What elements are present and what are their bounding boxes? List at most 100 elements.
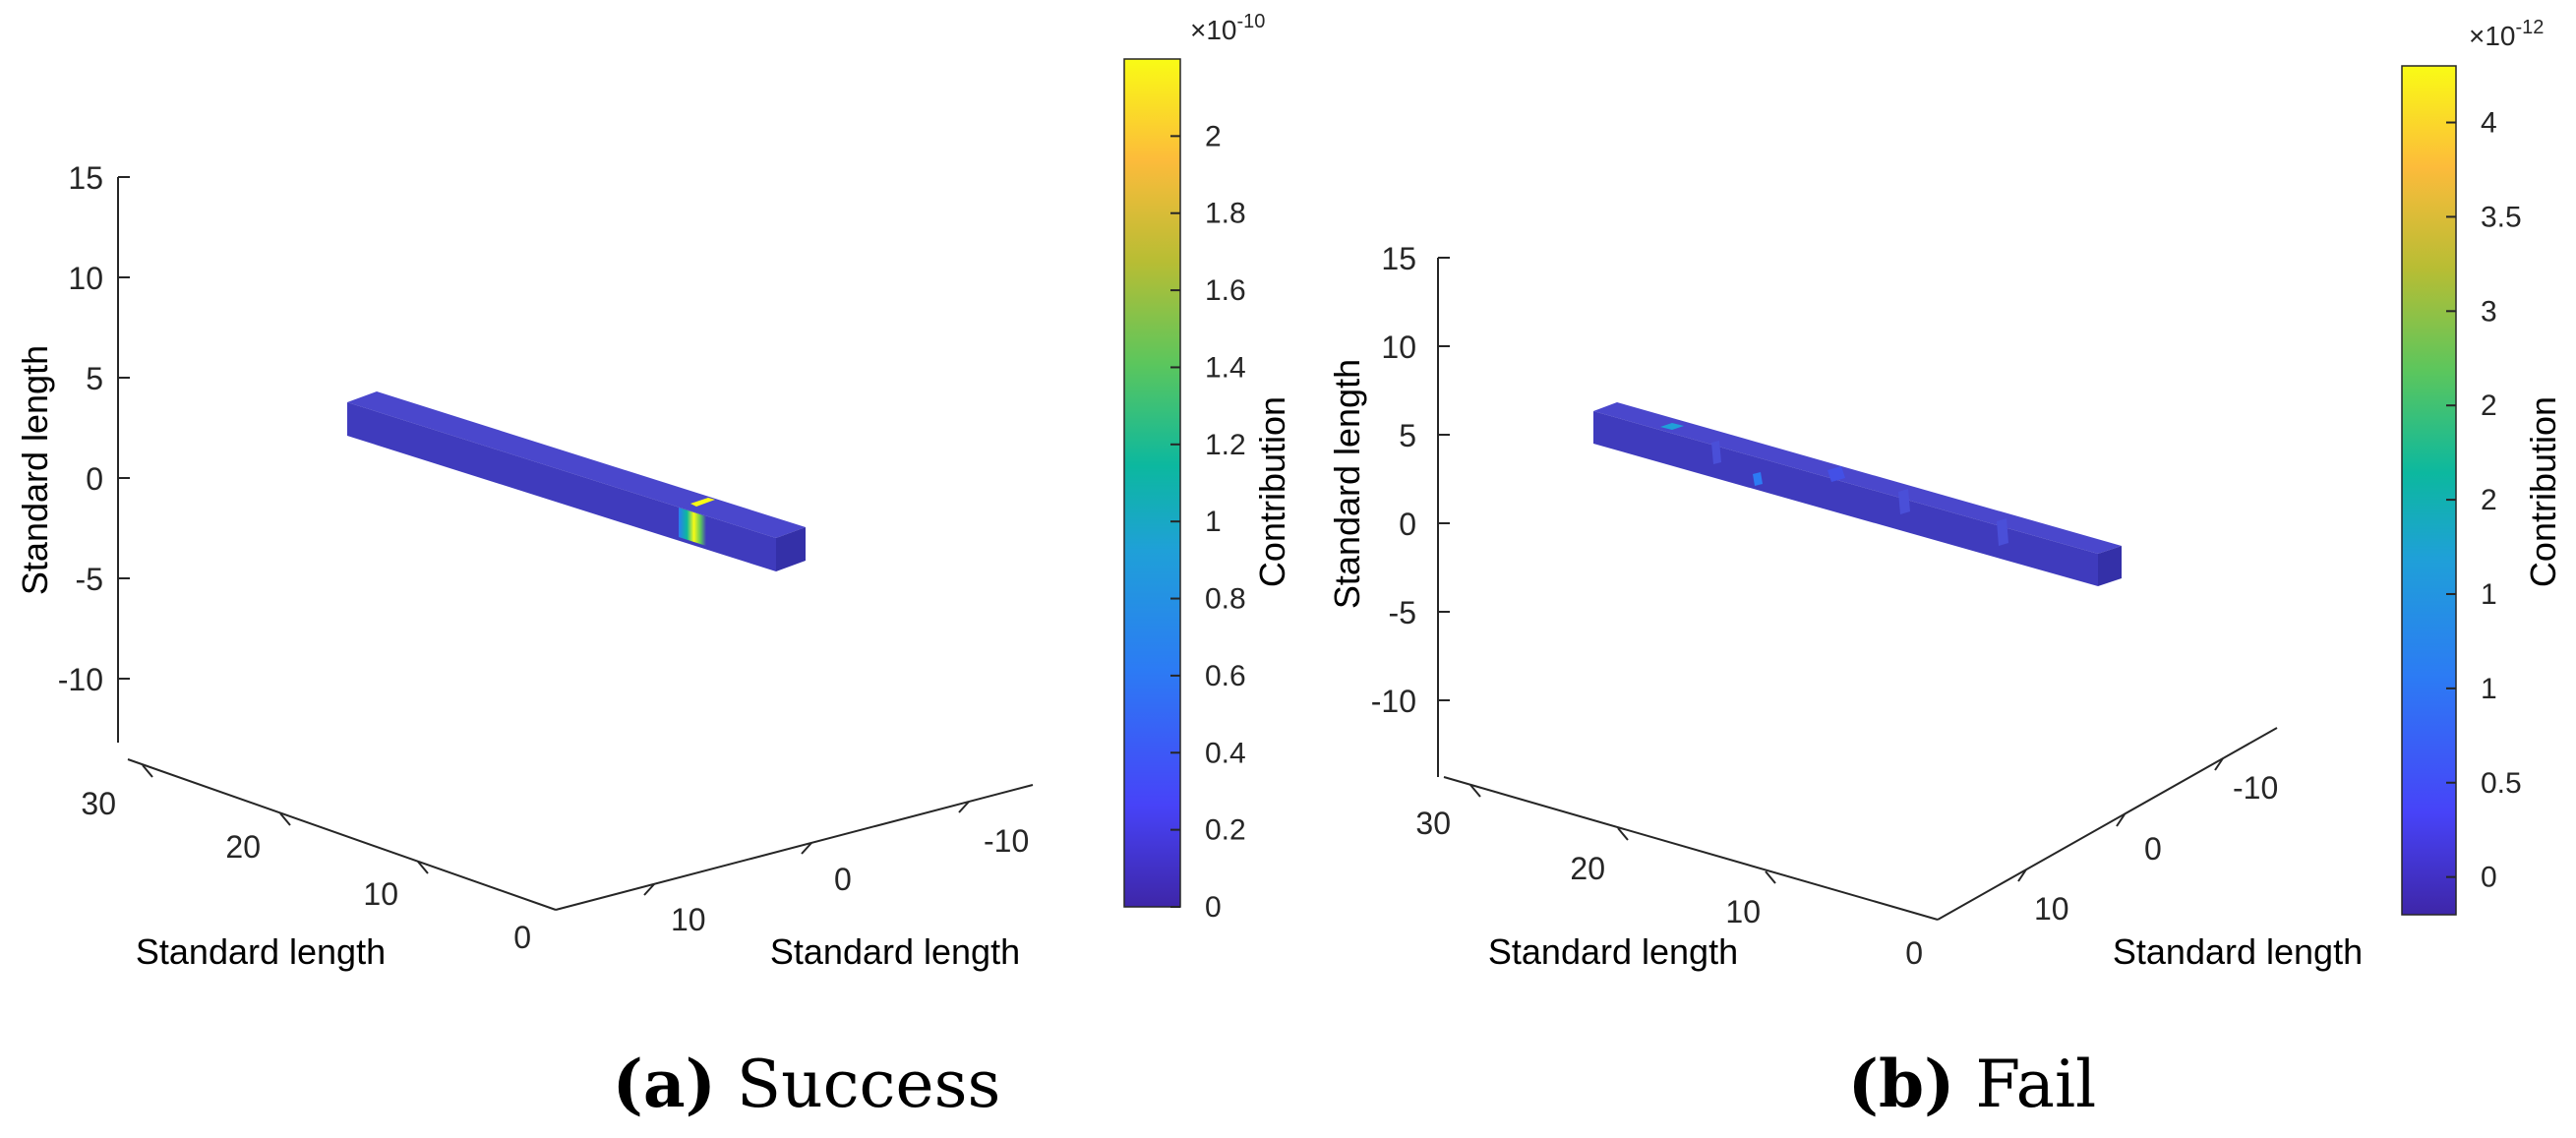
- colorbar-label: Contribution: [1252, 396, 1292, 587]
- surface-bar: [347, 391, 806, 571]
- z-tick-label: 15: [1381, 241, 1416, 276]
- colorbar-ticks: 2 1.8 1.6 1.4 1.2 1 0.8 0.6 0.4 0.2 0: [1170, 120, 1246, 924]
- colorbar: [2401, 65, 2457, 916]
- colorbar-tick-label: 0: [1205, 891, 1222, 924]
- colorbar-tick-label: 0.5: [2481, 767, 2522, 800]
- colorbar-tick-label: 3: [2481, 295, 2497, 328]
- hotspot: [1711, 441, 1721, 464]
- x-tick-label: 0: [834, 862, 852, 897]
- x-ticks: -10 0 10: [2017, 757, 2278, 927]
- x-tick-label: 0: [2144, 831, 2162, 867]
- colorbar-tick-label: 1: [2481, 578, 2497, 611]
- z-tick-label: 10: [1381, 329, 1416, 365]
- y-tick-mark: [1469, 784, 1481, 798]
- bar-front-face: [1593, 411, 2098, 586]
- z-tick-label: -5: [1389, 595, 1416, 630]
- x-tick-mark: [2017, 868, 2027, 882]
- colorbar-tick-label: 3.5: [2481, 201, 2522, 233]
- x-tick-label: -10: [984, 823, 1029, 859]
- colorbar-tick-label: 2: [2481, 484, 2497, 516]
- z-tick-label: -10: [58, 662, 103, 697]
- hotspot: [1660, 423, 1684, 430]
- y-tick-label: 0: [1905, 935, 1923, 971]
- y-tick-mark: [142, 764, 153, 778]
- x-ticks: -10 0 10: [643, 801, 1029, 937]
- colorbar-tick-label: 1.2: [1205, 429, 1246, 461]
- y-tick-label: 0: [513, 920, 531, 955]
- z-tick-label: 0: [86, 461, 103, 497]
- colorbar-tick-label: 1: [2481, 673, 2497, 705]
- y-axis-label: Standard length: [136, 931, 386, 972]
- x-tick-mark: [801, 842, 812, 855]
- caption: (b) Fail: [1848, 1046, 2096, 1122]
- colorbar-tick-label: 1.4: [1205, 351, 1246, 384]
- bar-front-face: [347, 402, 776, 571]
- z-ticks: 15 10 5 0 -5 -10: [58, 160, 130, 697]
- y-axis-label: Standard length: [1488, 931, 1738, 972]
- z-axis-label: Standard length: [15, 345, 55, 595]
- bar-end-face: [2098, 546, 2122, 586]
- y-tick-label: 30: [1415, 806, 1451, 841]
- y-tick-mark: [279, 812, 291, 826]
- panel-success: 15 10 5 0 -5 -10 Standard length 30 20 1…: [15, 11, 1292, 1122]
- x-axis-label: Standard length: [2113, 931, 2363, 972]
- bar-end-face: [776, 527, 806, 571]
- surface-bar: [1593, 402, 2122, 586]
- y-axis-line: [127, 758, 557, 911]
- y-ticks: 30 20 10 0: [81, 764, 531, 955]
- x-tick-label: 10: [2034, 891, 2069, 927]
- colorbar-tick-label: 0: [2481, 862, 2497, 894]
- colorbar-tick-label: 0.6: [1205, 660, 1246, 692]
- colorbar-tick-label: 0.2: [1205, 814, 1246, 847]
- z-tick-label: -10: [1371, 684, 1416, 719]
- hotspot: [1827, 466, 1845, 482]
- hotspot: [679, 508, 706, 546]
- z-axis-label: Standard length: [1327, 359, 1367, 609]
- y-ticks: 30 20 10 0: [1415, 784, 1923, 971]
- z-tick-label: -5: [76, 562, 103, 597]
- hotspot: [1753, 472, 1763, 486]
- colorbar-tick-label: 1: [1205, 506, 1222, 538]
- caption: (a) Success: [613, 1046, 1001, 1122]
- y-tick-label: 30: [81, 786, 116, 821]
- x-tick-mark: [958, 801, 970, 813]
- x-axis-label: Standard length: [770, 931, 1020, 972]
- colorbar-multiplier: ×10-10: [1190, 11, 1265, 45]
- colorbar-tick-label: 0.4: [1205, 737, 1246, 769]
- z-tick-label: 10: [68, 261, 103, 296]
- hotspot: [1898, 489, 1910, 514]
- z-ticks: 15 10 5 0 -5 -10: [1371, 241, 1450, 719]
- bar-top-face: [347, 391, 806, 538]
- x-tick-label: -10: [2233, 770, 2278, 806]
- y-tick-label: 20: [1570, 851, 1605, 886]
- x-tick-mark: [2116, 813, 2126, 827]
- z-tick-label: 0: [1399, 507, 1416, 542]
- colorbar: [1123, 58, 1181, 908]
- colorbar-tick-label: 0.8: [1205, 583, 1246, 616]
- x-tick-mark: [2214, 757, 2224, 771]
- hotspot-top: [690, 498, 715, 507]
- panel-fail: 15 10 5 0 -5 -10 Standard length 30 20 1…: [1327, 17, 2563, 1122]
- colorbar-label: Contribution: [2523, 396, 2563, 587]
- colorbar-tick-label: 1.6: [1205, 274, 1246, 307]
- hotspot: [1997, 518, 2008, 546]
- y-tick-mark: [1617, 827, 1629, 841]
- z-tick-label: 5: [86, 361, 103, 396]
- x-axis-line: [1937, 727, 2278, 921]
- z-tick-label: 5: [1399, 418, 1416, 453]
- colorbar-tick-label: 1.8: [1205, 198, 1246, 230]
- bar-top-face: [1593, 402, 2122, 554]
- y-tick-label: 10: [363, 876, 398, 912]
- y-tick-label: 10: [1725, 894, 1761, 929]
- colorbar-ticks: 4 3.5 3 2 2 1 1 0.5 0: [2446, 107, 2522, 894]
- y-tick-mark: [1765, 870, 1776, 884]
- y-axis-line: [1443, 776, 1939, 921]
- x-tick-label: 10: [671, 902, 706, 937]
- z-tick-label: 15: [68, 160, 103, 196]
- colorbar-tick-label: 4: [2481, 107, 2497, 140]
- x-tick-mark: [643, 883, 655, 896]
- colorbar-multiplier: ×10-12: [2469, 17, 2544, 51]
- x-axis-line: [555, 784, 1034, 911]
- y-tick-label: 20: [225, 829, 261, 865]
